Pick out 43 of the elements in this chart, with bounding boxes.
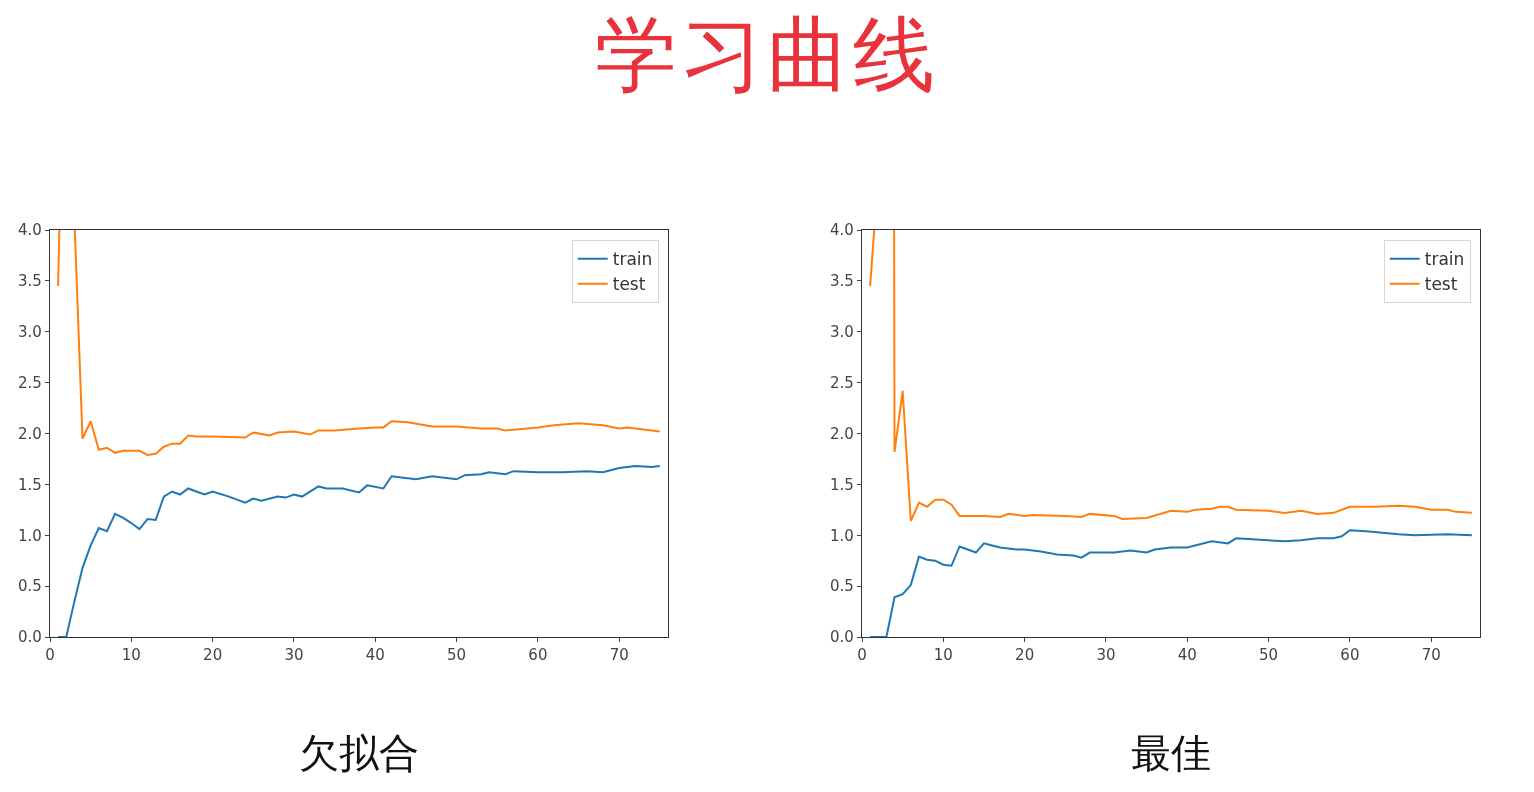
y-tick-label: 1.0 [17,526,42,545]
y-tick-label: 1.5 [829,475,854,494]
x-tick-label: 10 [121,646,141,665]
x-tick-label: 50 [447,646,467,665]
y-tick-label: 0.5 [17,577,42,596]
y-tick-label: 1.5 [17,475,42,494]
x-tick-label: 70 [609,646,629,665]
legend-label: train [612,249,653,270]
y-tick-label: 0.5 [829,577,854,596]
x-tick-label: 0 [857,646,867,665]
y-tick-label: 0.0 [17,628,42,647]
legend-label: train [1424,249,1465,270]
x-tick-label: 20 [1015,646,1035,665]
y-tick-label: 2.0 [17,424,42,443]
x-tick-label: 20 [203,646,223,665]
x-tick-label: 10 [933,646,953,665]
y-tick-label: 2.0 [829,424,854,443]
x-tick-label: 0 [45,646,55,665]
legend-label: test [612,274,646,295]
y-tick-label: 0.0 [829,628,854,647]
y-tick-label: 3.0 [17,323,42,341]
x-tick-label: 60 [1340,646,1360,665]
line-series [57,465,661,637]
x-tick-label: 40 [365,646,385,665]
x-axis-title: 最佳 [1131,729,1211,776]
x-tick-label: 50 [1259,646,1279,665]
x-tick-label: 70 [1421,646,1441,665]
x-tick-label: 60 [528,646,548,665]
y-tick-label: 3.0 [829,323,854,341]
y-tick-label: 3.5 [829,272,854,291]
x-axis-title: 欠拟合 [299,729,419,776]
y-tick-label: 3.5 [17,272,42,291]
legend-label: test [1424,274,1458,295]
y-tick-label: 4.0 [17,221,42,240]
y-tick-label: 1.0 [829,526,854,545]
x-tick-label: 40 [1177,646,1197,665]
y-tick-label: 2.5 [829,373,854,392]
chart-title: 学习曲线 [594,6,940,104]
line-series [869,529,1473,637]
x-tick-label: 30 [284,646,304,665]
x-tick-label: 30 [1096,646,1116,665]
y-tick-label: 2.5 [17,373,42,392]
y-tick-label: 4.0 [829,221,854,240]
